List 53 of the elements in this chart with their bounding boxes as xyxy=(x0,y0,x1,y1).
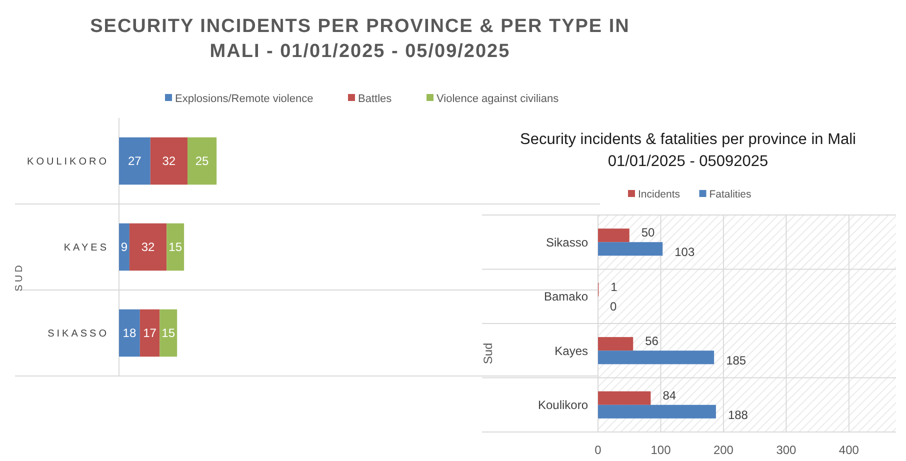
x-tick-label: 0 xyxy=(594,443,602,458)
chart-title: Security incidents & fatalities per province in Mali 01/01/2025 - 05092025 xyxy=(520,131,856,170)
y-tick-label: Bamako xyxy=(544,290,588,304)
bar xyxy=(119,223,130,271)
data-label: 0 xyxy=(610,299,617,314)
y-tick-label: SIKASSO xyxy=(48,328,109,340)
legend-label: Violence against civilians xyxy=(436,92,560,105)
bar xyxy=(119,137,150,185)
bar xyxy=(188,137,217,185)
data-label: 32 xyxy=(141,240,156,254)
data-label: 15 xyxy=(162,326,176,340)
y-tick-label: Sikasso xyxy=(546,235,588,250)
data-label: 103 xyxy=(674,245,695,260)
y-axis-title: SUD xyxy=(14,262,25,292)
x-tick-label: 200 xyxy=(713,443,734,458)
bar xyxy=(598,337,634,351)
data-label: 25 xyxy=(195,154,210,168)
bar xyxy=(598,404,716,418)
bar xyxy=(160,309,178,357)
data-label: 27 xyxy=(128,154,142,168)
bar xyxy=(598,350,714,364)
x-tick-label: 300 xyxy=(776,443,797,458)
y-tick-label: KOULIKORO xyxy=(27,156,109,168)
data-label: 84 xyxy=(662,388,676,402)
y-tick-label: KAYES xyxy=(64,242,109,254)
text: SECURITY INCIDENTS PER PROVINCE & PER TYPE IN MALI - 01/01/2025 - 05/09/2025 xyxy=(90,16,630,62)
legend-label: Fatalities xyxy=(709,188,752,201)
legend-label: Battles xyxy=(358,92,392,105)
bar xyxy=(598,242,663,256)
data-label: 9 xyxy=(120,240,128,254)
bar xyxy=(129,223,167,271)
data-label: 56 xyxy=(645,334,659,348)
data-label: 32 xyxy=(162,154,176,168)
bar xyxy=(166,223,184,271)
bar xyxy=(119,309,140,357)
data-label: 50 xyxy=(641,226,656,240)
legend-label: Explosions/Remote violence xyxy=(175,92,314,105)
legend-label: Incidents xyxy=(638,188,680,201)
x-tick-label: 100 xyxy=(650,443,672,458)
y-tick-label: Koulikoro xyxy=(538,398,588,412)
bar xyxy=(598,391,651,405)
x-tick-label: 400 xyxy=(838,443,860,458)
data-label: 15 xyxy=(168,240,182,254)
bar xyxy=(150,137,188,185)
bar xyxy=(598,228,630,242)
data-label: 18 xyxy=(122,326,136,340)
y-axis-title: Sud xyxy=(481,342,495,364)
data-label: 17 xyxy=(143,326,157,340)
data-label: 185 xyxy=(726,354,746,368)
data-label: 1 xyxy=(610,280,618,294)
bar xyxy=(140,309,160,357)
y-tick-label: Kayes xyxy=(554,344,588,358)
data-label: 188 xyxy=(728,408,748,422)
